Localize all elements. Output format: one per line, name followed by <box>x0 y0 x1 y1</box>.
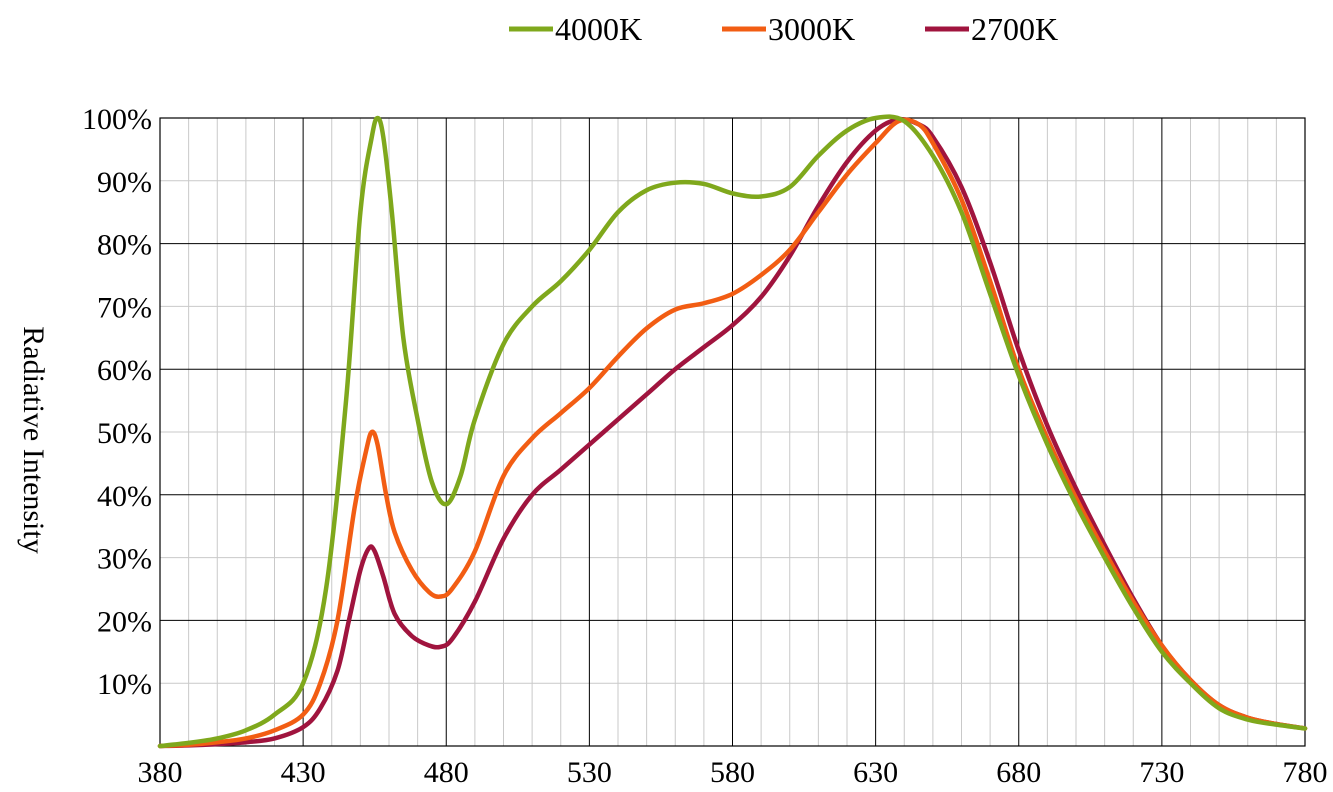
y-tick-label: 50% <box>97 417 152 450</box>
y-tick-label: 20% <box>97 605 152 638</box>
series-line-2700k <box>157 116 1308 749</box>
x-tick-label: 530 <box>567 756 612 787</box>
x-tick-label: 380 <box>138 756 183 787</box>
x-axis-ticks: 380 430 480 530 580 630 680 730 780 <box>138 756 1328 789</box>
x-tick-label: 430 <box>281 756 326 787</box>
x-tick-label: 730 <box>1139 756 1184 787</box>
y-tick-label: 70% <box>97 291 152 324</box>
x-tick-label: 780 <box>1283 756 1328 787</box>
legend-label: 2700K <box>971 11 1058 47</box>
x-tick-label: 680 <box>996 756 1041 787</box>
y-tick-label: 90% <box>97 166 152 199</box>
y-tick-label: 80% <box>97 229 152 262</box>
legend-label: 3000K <box>768 11 855 47</box>
series-layer <box>157 114 1308 749</box>
y-tick-label: 100% <box>82 103 152 136</box>
legend: 4000K 3000K 2700K <box>509 11 1058 47</box>
x-tick-label: 630 <box>853 756 898 787</box>
legend-item-2700k: 2700K <box>925 11 1058 47</box>
x-tick-label: 580 <box>710 756 755 787</box>
y-tick-label: 30% <box>97 543 152 576</box>
legend-label: 4000K <box>555 11 642 47</box>
plot-frame <box>159 117 1306 747</box>
x-tick-label: 480 <box>424 756 469 787</box>
legend-item-3000k: 3000K <box>722 11 855 47</box>
y-tick-label: 40% <box>97 480 152 513</box>
y-tick-label: 10% <box>97 668 152 701</box>
y-axis-ticks: 10% 20% 30% 40% 50% 60% 70% 80% 90% 100% <box>82 103 152 701</box>
series-line-4000k <box>157 114 1308 749</box>
major-grid <box>160 118 1305 746</box>
legend-item-4000k: 4000K <box>509 11 642 47</box>
y-axis-label: Radiative Intensity <box>17 326 50 553</box>
series-line-3000k <box>157 117 1308 749</box>
y-tick-label: 60% <box>97 354 152 387</box>
